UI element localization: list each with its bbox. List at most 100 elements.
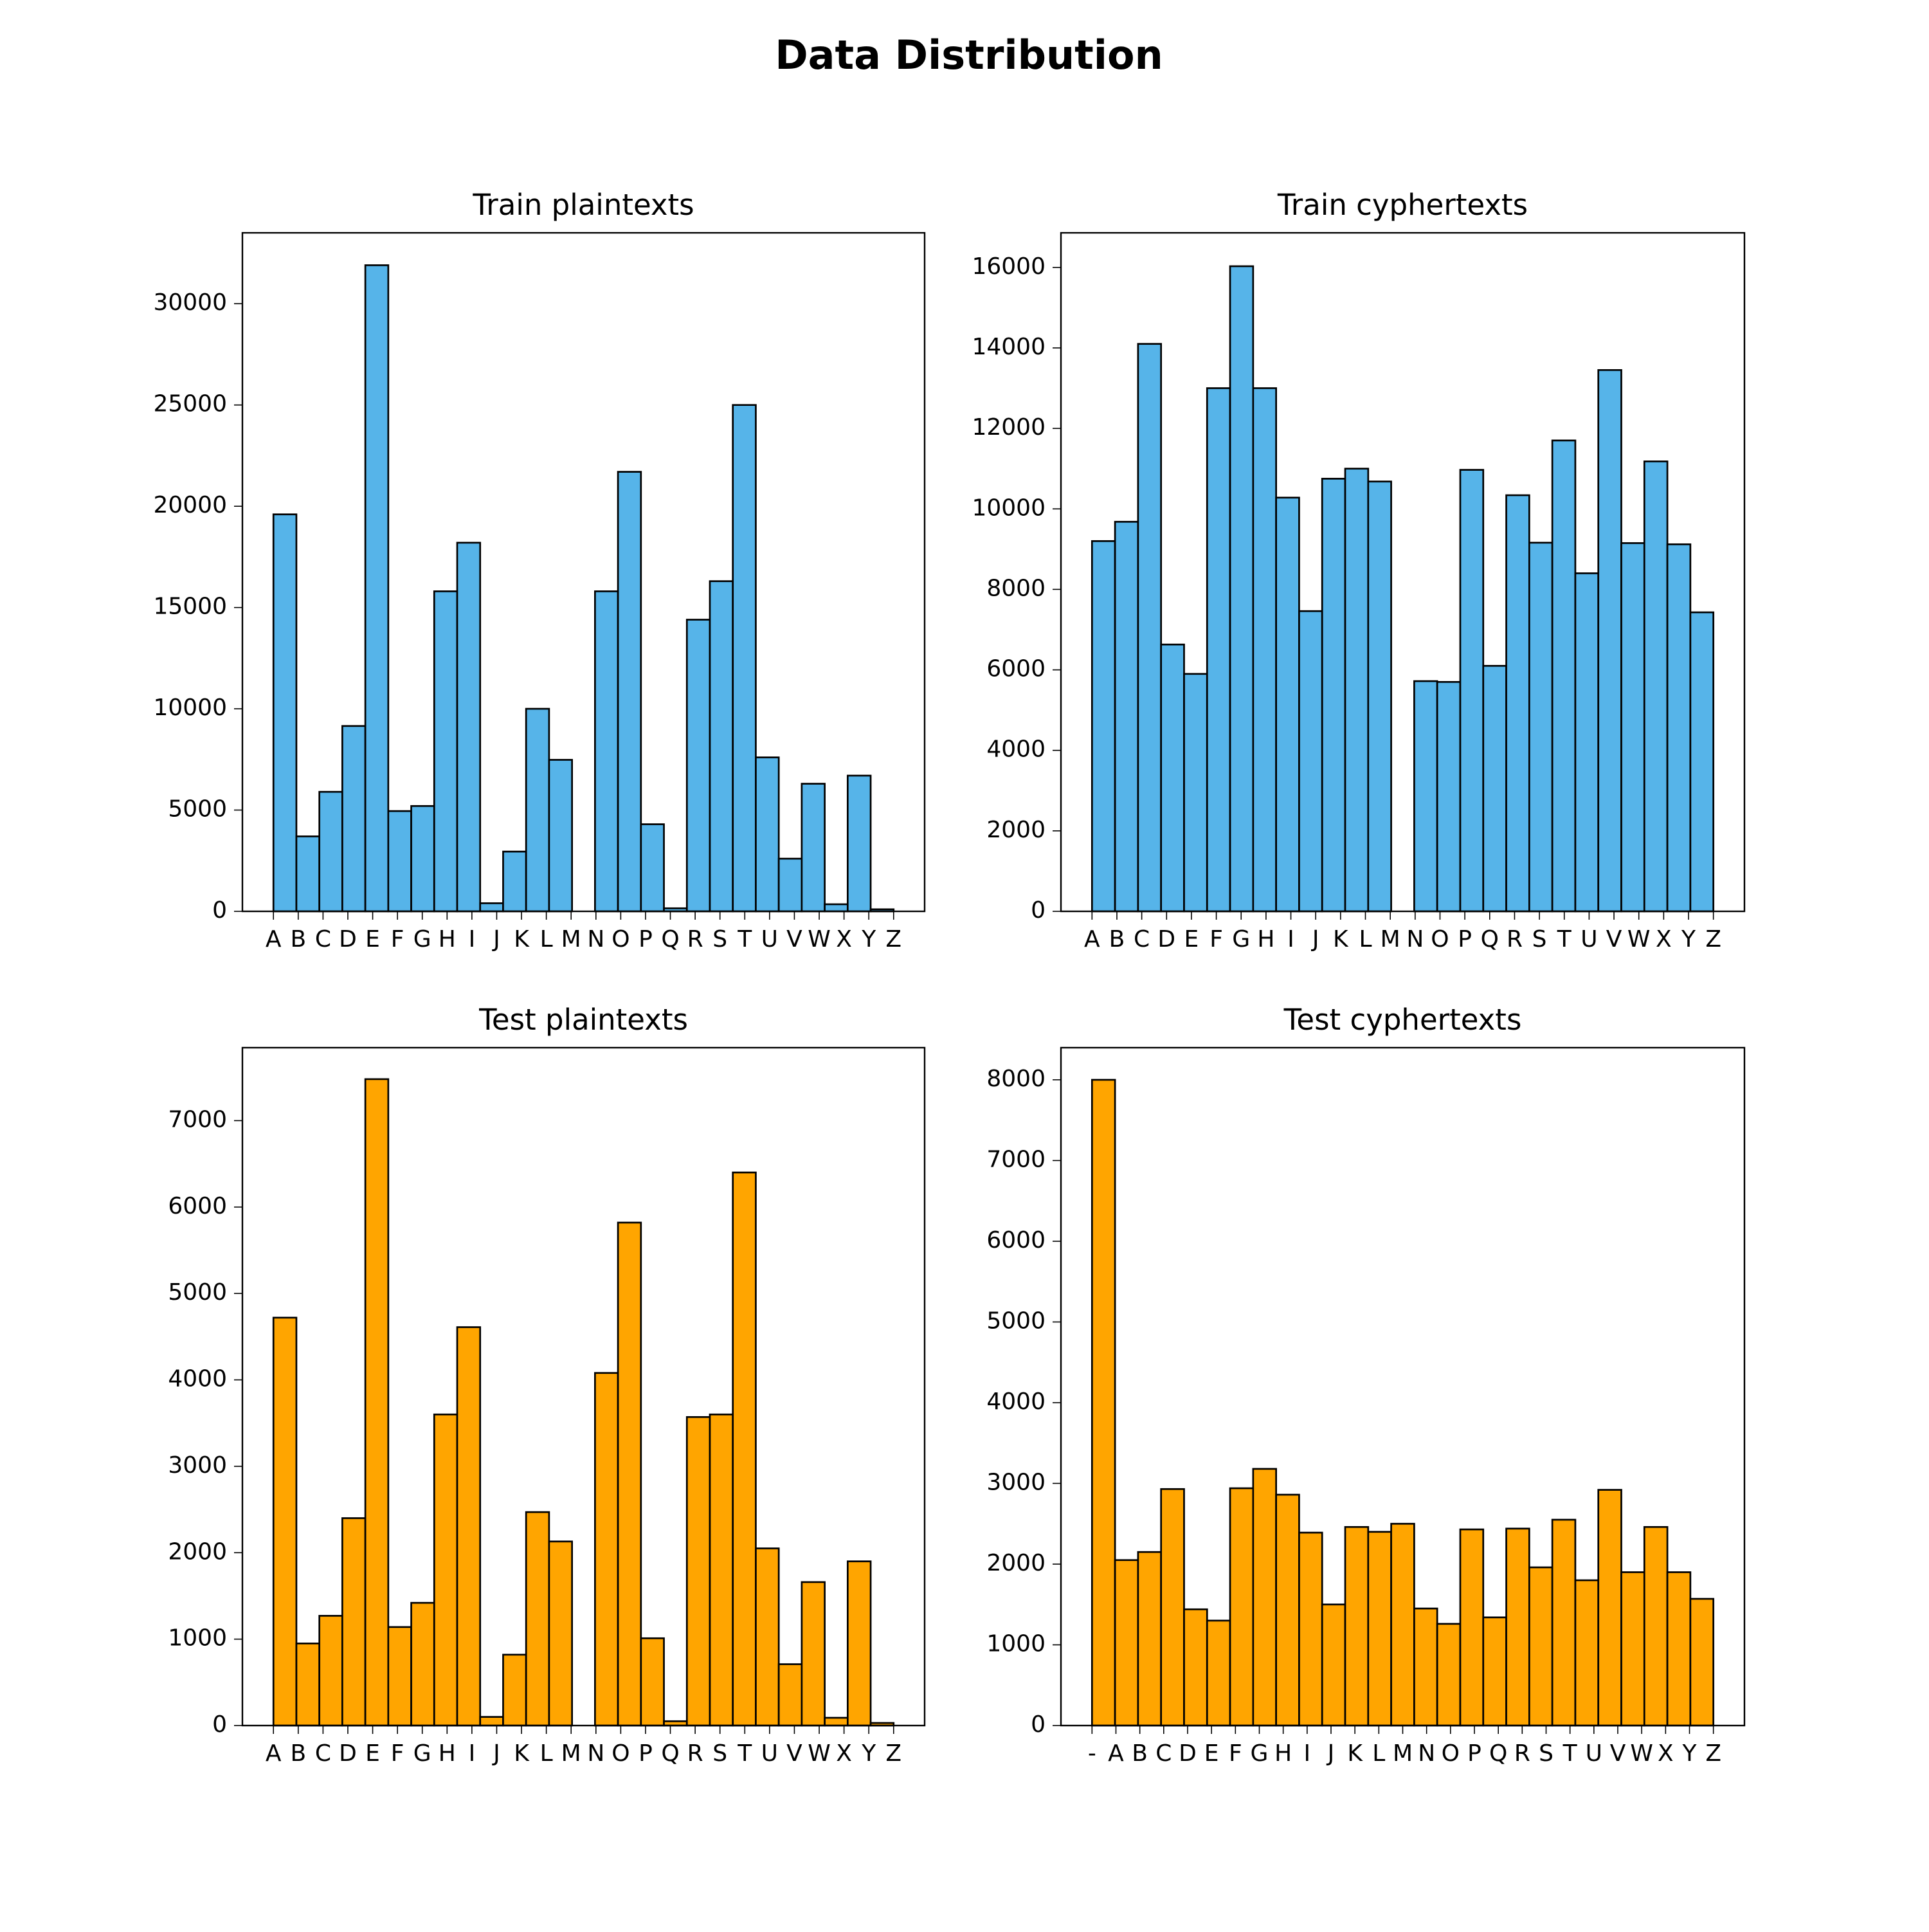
bar [1367, 480, 1392, 913]
x-tick-label: D [339, 1740, 357, 1767]
bar [1252, 1468, 1277, 1727]
x-tick-label: I [469, 926, 476, 952]
bar [709, 1413, 734, 1727]
bar [709, 580, 734, 913]
bar [1160, 643, 1185, 913]
x-tick-label: X [1656, 926, 1672, 952]
bar [272, 513, 298, 913]
x-tick-label: Q [1481, 926, 1499, 952]
bar [1344, 1526, 1370, 1727]
x-tick-label: H [1257, 926, 1274, 952]
x-tick-label: P [1467, 1740, 1481, 1767]
x-tick-label: Y [1682, 1740, 1698, 1767]
x-tick-label: F [391, 1740, 404, 1767]
x-tick-label: E [365, 1740, 380, 1767]
x-tick-label: H [1274, 1740, 1292, 1767]
x-tick-label: G [413, 1740, 431, 1767]
bar [1367, 1531, 1392, 1727]
y-tick-label: 1000 [986, 1630, 1046, 1657]
y-tick-label: 6000 [986, 1227, 1046, 1253]
y-tick-label: 5000 [168, 1279, 227, 1306]
bar [777, 1663, 803, 1727]
x-tick-label: E [1204, 1740, 1219, 1767]
y-tick-label: 10000 [972, 495, 1046, 521]
bar [1643, 460, 1669, 913]
x-tick-label: B [1132, 1740, 1148, 1767]
x-tick-label: N [1418, 1740, 1435, 1767]
x-tick-label: R [1507, 926, 1523, 952]
x-tick-label: R [1514, 1740, 1530, 1767]
bar [1252, 387, 1277, 913]
bar [755, 756, 780, 913]
y-tick-label: 8000 [986, 575, 1046, 601]
x-tick-label: Z [1705, 926, 1721, 952]
x-tick-label: T [737, 1740, 752, 1767]
y-tick-label: 0 [212, 1711, 227, 1738]
axes-frame [1060, 232, 1746, 913]
bar [1206, 387, 1231, 913]
chart-title: Train plaintexts [472, 188, 694, 222]
y-tick-label: 4000 [986, 1389, 1046, 1415]
bar [617, 471, 642, 913]
x-tick-label: T [1562, 1740, 1578, 1767]
x-tick-label: M [1393, 1740, 1413, 1767]
x-tick-label: L [1359, 926, 1372, 952]
x-tick-label: D [1157, 926, 1175, 952]
x-tick-label: F [1229, 1740, 1242, 1767]
x-tick-label: T [1557, 926, 1572, 952]
bar [318, 1614, 343, 1727]
y-tick-label: 2000 [986, 817, 1046, 843]
bar [1229, 1487, 1254, 1727]
y-tick-label: 10000 [153, 695, 227, 721]
x-tick-label: M [561, 926, 581, 952]
y-tick-label: 8000 [986, 1066, 1046, 1092]
bar [456, 542, 482, 913]
y-tick-label: 2000 [986, 1550, 1046, 1576]
bar [1482, 664, 1507, 913]
y-tick-label: 3000 [986, 1469, 1046, 1495]
x-tick-label: A [1108, 1740, 1124, 1767]
bar [341, 725, 367, 913]
bar [1459, 1528, 1485, 1727]
bar [525, 707, 550, 913]
chart-title: Test plaintexts [478, 1003, 688, 1037]
y-tick-label: 7000 [168, 1106, 227, 1133]
bar [1091, 540, 1116, 913]
x-tick-label: C [1134, 926, 1150, 952]
x-tick-label: K [514, 926, 530, 952]
x-tick-label: O [611, 1740, 629, 1767]
bar [1551, 439, 1577, 913]
y-tick-label: 7000 [986, 1146, 1046, 1172]
bar [824, 903, 849, 913]
bar [295, 835, 321, 913]
x-tick-label: S [712, 926, 727, 952]
bar [685, 1416, 711, 1727]
x-tick-label: N [1406, 926, 1424, 952]
y-tick-label: 3000 [168, 1452, 227, 1479]
bar [525, 1511, 550, 1727]
x-tick-label: Z [1705, 1740, 1721, 1767]
bar [1321, 477, 1346, 913]
y-tick-label: 6000 [168, 1193, 227, 1219]
bar [341, 1517, 367, 1727]
figure-title: Data Distribution [775, 32, 1163, 78]
bar [1620, 1571, 1645, 1727]
x-tick-label: L [540, 926, 553, 952]
bar [1183, 1608, 1208, 1727]
bar [1137, 1551, 1163, 1727]
x-tick-label: N [587, 1740, 604, 1767]
x-tick-label: S [712, 1740, 727, 1767]
bar [777, 857, 803, 913]
y-tick-label: 20000 [153, 492, 227, 518]
x-tick-label: I [1304, 1740, 1311, 1767]
x-tick-label: U [1580, 926, 1597, 952]
bar [364, 264, 390, 913]
bar [1091, 1079, 1116, 1727]
x-tick-label: H [439, 1740, 456, 1767]
y-tick-label: 12000 [972, 414, 1046, 441]
x-tick-label: J [492, 1740, 500, 1767]
x-tick-label: P [638, 1740, 653, 1767]
y-tick-label: 4000 [168, 1366, 227, 1392]
x-tick-label: U [761, 1740, 778, 1767]
bar [1574, 572, 1600, 913]
